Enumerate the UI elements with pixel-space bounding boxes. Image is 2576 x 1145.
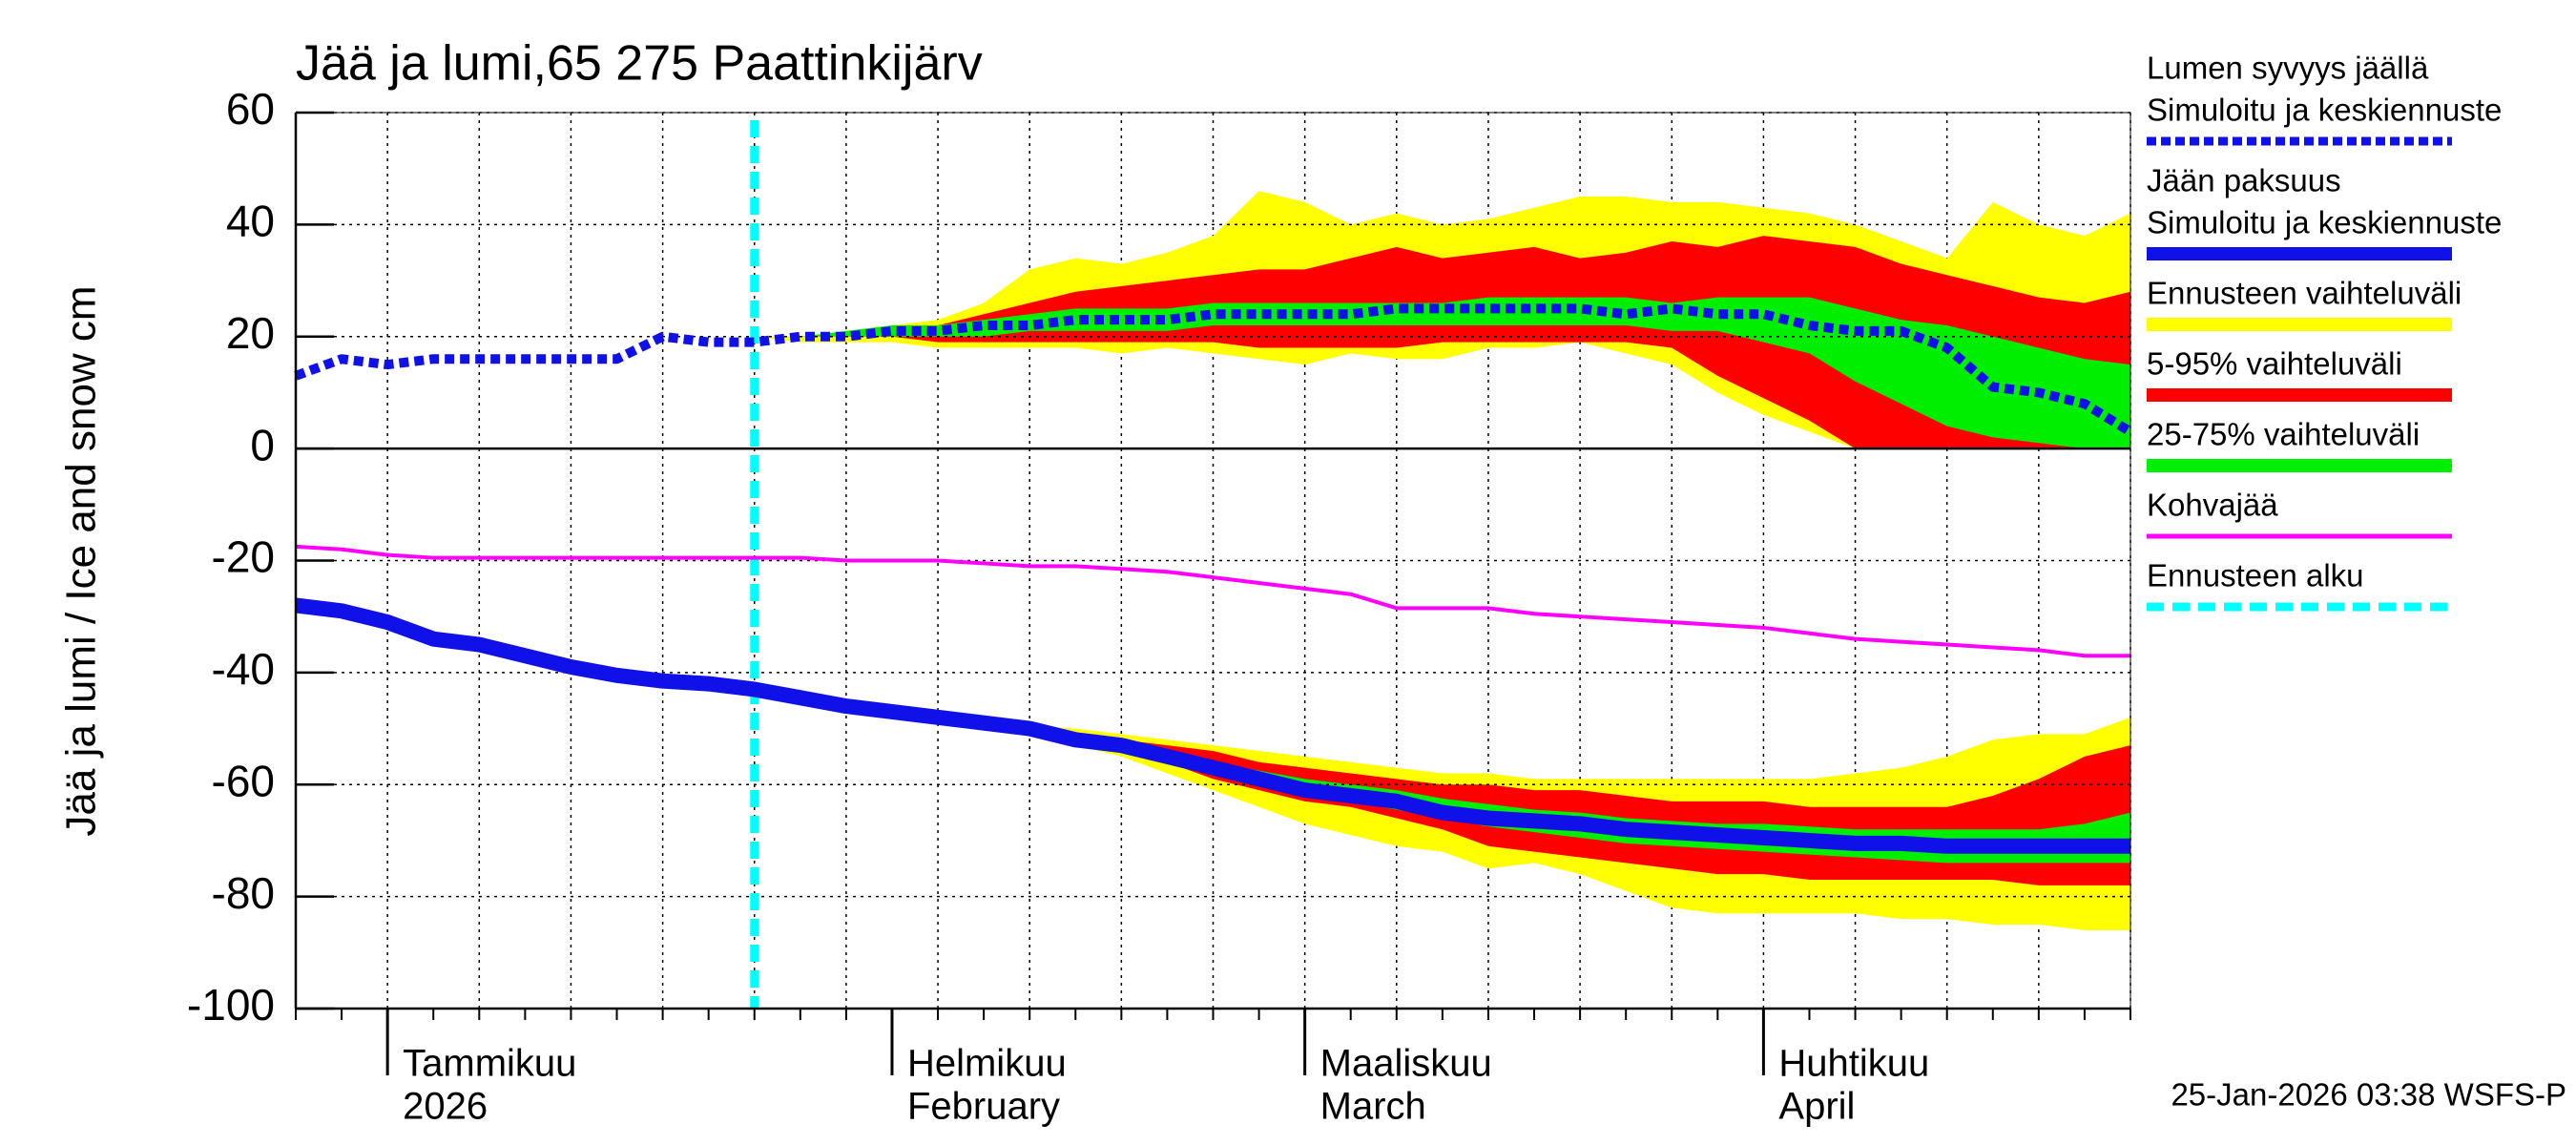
y-tick-label: -40 (212, 644, 275, 694)
x-tick-label: Helmikuu (907, 1043, 1067, 1085)
series-line (295, 544, 2130, 658)
x-tick-sublabel: 2026 (403, 1086, 488, 1128)
band-area (754, 297, 2130, 449)
y-tick-label: 60 (226, 84, 275, 134)
x-tick-label: Huhtikuu (1778, 1043, 1929, 1085)
timestamp: 25-Jan-2026 03:38 WSFS-P (2171, 1077, 2566, 1113)
legend-label: 5-95% vaihteluväli (2147, 346, 2402, 382)
legend-label: Ennusteen alku (2147, 558, 2364, 593)
chart-title: Jää ja lumi,65 275 Paattinkijärv (296, 36, 983, 92)
y-tick-label: -60 (212, 756, 275, 805)
x-tick-sublabel: February (907, 1086, 1060, 1128)
legend-label: Jään paksuus (2147, 163, 2341, 198)
x-tick-sublabel: March (1320, 1086, 1426, 1128)
x-tick-label: Tammikuu (403, 1043, 576, 1085)
x-tick-label: Maaliskuu (1320, 1043, 1492, 1085)
y-tick-label: -80 (212, 868, 275, 918)
series-line (294, 303, 2133, 436)
legend-sublabel: Simuloitu ja keskiennuste (2147, 205, 2502, 240)
y-tick-label: 40 (226, 197, 275, 246)
legend-label: 25-75% vaihteluväli (2147, 417, 2420, 452)
y-tick-label: 20 (226, 308, 275, 358)
legend-label: Ennusteen vaihteluväli (2147, 276, 2462, 311)
legend-label: Lumen syvyys jäällä (2147, 51, 2429, 86)
series-line (295, 597, 2130, 854)
x-tick-sublabel: April (1778, 1086, 1855, 1128)
band-area (754, 236, 2130, 449)
y-axis-label: Jää ja lumi / Ice and snow cm (58, 285, 105, 836)
legend-sublabel: Simuloitu ja keskiennuste (2147, 93, 2502, 128)
y-tick-label: 0 (250, 420, 275, 469)
y-tick-label: -100 (187, 980, 275, 1030)
legend-label: Kohvajää (2147, 488, 2278, 523)
y-tick-label: -20 (212, 532, 275, 582)
